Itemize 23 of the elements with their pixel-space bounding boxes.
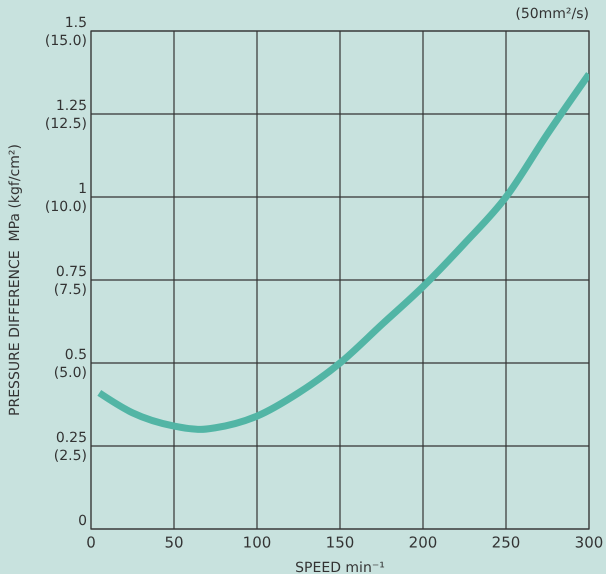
y2-tick-label: 1.5: [64, 15, 87, 31]
x-tick-label: 0: [86, 534, 96, 552]
x-tick-label: 50: [164, 534, 184, 552]
y-tick-label: (7.5): [54, 282, 87, 298]
x-tick-label: 100: [242, 534, 272, 552]
x-tick-label: 250: [492, 534, 520, 552]
y-tick-label: (12.5): [44, 116, 87, 132]
y-tick-label: (10.0): [44, 199, 87, 215]
y2-tick-label: 0.5: [64, 347, 87, 363]
x-tick-label: 300: [574, 534, 604, 552]
y-tick-label: (2.5): [54, 448, 87, 464]
y-axis-title: PRESSURE DIFFERENCE MPa (kgf/cm²): [7, 144, 23, 416]
x-tick-label: 200: [408, 534, 438, 552]
x-tick-label: 150: [326, 534, 354, 552]
y2-tick-label: 0: [78, 513, 87, 529]
x-axis-title: SPEED min⁻¹: [295, 560, 385, 574]
y2-tick-label: 0.75: [56, 264, 87, 280]
y2-tick-label: 1.25: [56, 98, 87, 114]
y-tick-label: (15.0): [44, 33, 87, 49]
y2-tick-label: 1: [78, 181, 87, 197]
y2-tick-label: 0.25: [56, 430, 87, 446]
y-tick-label: (5.0): [54, 365, 87, 381]
text: (50mm²/s): [515, 6, 589, 22]
